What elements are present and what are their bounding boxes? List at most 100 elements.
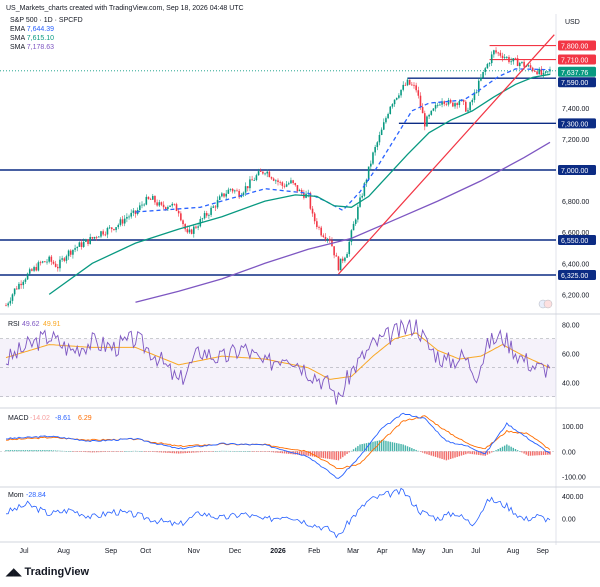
macd-histogram-bar xyxy=(264,451,266,452)
candle-body xyxy=(518,62,521,67)
candle-body xyxy=(382,122,385,130)
candle xyxy=(61,255,63,262)
macd-hist-value: -14.02 xyxy=(30,415,50,422)
symbol-label[interactable]: S&P 500 · 1D · SPCFD xyxy=(10,17,83,24)
candle-body xyxy=(255,175,258,181)
macd-histogram-bar xyxy=(501,446,504,452)
macd-histogram-bar xyxy=(268,451,271,452)
candle-body xyxy=(426,116,428,127)
sma-slow-legend[interactable]: SMA 7,178.63 xyxy=(10,44,54,51)
candle-body xyxy=(24,279,27,282)
candle xyxy=(469,101,471,111)
candle xyxy=(249,176,251,192)
level-tag-bg xyxy=(558,77,596,88)
tradingview-logo[interactable]: ◢◣ TradingView xyxy=(6,566,89,578)
level-tag-bg xyxy=(558,40,596,51)
candle-body xyxy=(262,171,264,174)
candle xyxy=(162,201,165,210)
candle xyxy=(501,52,504,62)
candle xyxy=(423,110,426,131)
macd-histogram-bar xyxy=(242,451,245,452)
macd-histogram-bar xyxy=(404,445,407,452)
candle-body xyxy=(214,206,217,208)
macd-histogram-bar xyxy=(160,451,163,453)
currency-label: USD xyxy=(565,19,580,26)
candle-body xyxy=(76,246,79,249)
candle xyxy=(322,233,325,238)
candle xyxy=(389,106,392,115)
candle xyxy=(480,74,482,82)
macd-histogram-bar xyxy=(378,440,381,452)
candle-body xyxy=(162,204,165,208)
ema-legend[interactable]: EMA 7,644.39 xyxy=(10,26,54,33)
candle-body xyxy=(128,216,130,218)
ema-line xyxy=(135,68,551,213)
candle xyxy=(208,213,210,219)
candle-body xyxy=(423,113,426,127)
candle xyxy=(311,205,314,217)
candle xyxy=(540,66,543,76)
macd-histogram-bar xyxy=(445,451,448,461)
ema-value: 7,644.39 xyxy=(26,26,54,33)
candle-body xyxy=(266,171,269,174)
candle-body xyxy=(333,246,335,256)
macd-histogram-bar xyxy=(342,451,344,458)
rsi-line xyxy=(5,318,551,405)
candle-body xyxy=(85,239,87,242)
macd-histogram-bar xyxy=(52,450,55,452)
macd-histogram-bar xyxy=(534,451,536,456)
macd-histogram-bar xyxy=(249,451,251,452)
candle xyxy=(305,190,307,199)
mom-tick-label: 0.00 xyxy=(562,516,576,523)
macd-histogram-bar xyxy=(521,451,523,453)
candle-body xyxy=(171,203,174,206)
macd-histogram-bar xyxy=(9,450,12,452)
candle-body xyxy=(61,258,63,260)
candle xyxy=(374,144,376,156)
macd-histogram-bar xyxy=(270,451,273,453)
macd-histogram-bar xyxy=(493,451,495,452)
macd-histogram-bar xyxy=(359,444,361,452)
candle-body xyxy=(292,180,294,184)
macd-histogram-bar xyxy=(167,451,169,453)
candle-body xyxy=(143,204,145,206)
candle-body xyxy=(458,101,461,106)
candle-body xyxy=(404,84,407,86)
macd-histogram-bar xyxy=(460,451,463,456)
candle-body xyxy=(503,57,506,59)
macd-histogram-bar xyxy=(117,451,119,452)
candle xyxy=(294,182,297,187)
candle-body xyxy=(259,171,262,172)
candle xyxy=(475,89,478,94)
candle xyxy=(270,176,273,180)
candle xyxy=(46,259,48,265)
macd-histogram-bar xyxy=(46,450,48,452)
sma-fast-legend[interactable]: SMA 7,615.10 xyxy=(10,35,54,42)
candle xyxy=(119,217,122,227)
macd-histogram-bar xyxy=(424,451,426,454)
macd-histogram-bar xyxy=(260,451,262,452)
candle xyxy=(98,235,100,238)
macd-histogram-bar xyxy=(415,449,417,452)
ema-name: EMA xyxy=(10,26,25,33)
candle-body xyxy=(227,189,230,194)
macd-line xyxy=(5,412,551,479)
candle-body xyxy=(244,186,247,193)
macd-histogram-bar xyxy=(272,451,275,453)
macd-histogram-bar xyxy=(208,451,210,452)
candle xyxy=(380,127,383,136)
candle xyxy=(236,188,238,192)
macd-histogram-bar xyxy=(536,451,538,456)
candle-body xyxy=(126,216,128,219)
macd-histogram-bar xyxy=(24,450,27,452)
macd-histogram-bar xyxy=(74,451,76,452)
candle xyxy=(221,192,223,198)
macd-histogram-bar xyxy=(115,451,117,452)
candle-body xyxy=(542,72,545,75)
candle-body xyxy=(497,52,499,54)
candle-body xyxy=(398,95,400,98)
candle xyxy=(361,193,363,199)
candle-body xyxy=(22,281,25,286)
x-axis-label: Feb xyxy=(308,548,320,555)
